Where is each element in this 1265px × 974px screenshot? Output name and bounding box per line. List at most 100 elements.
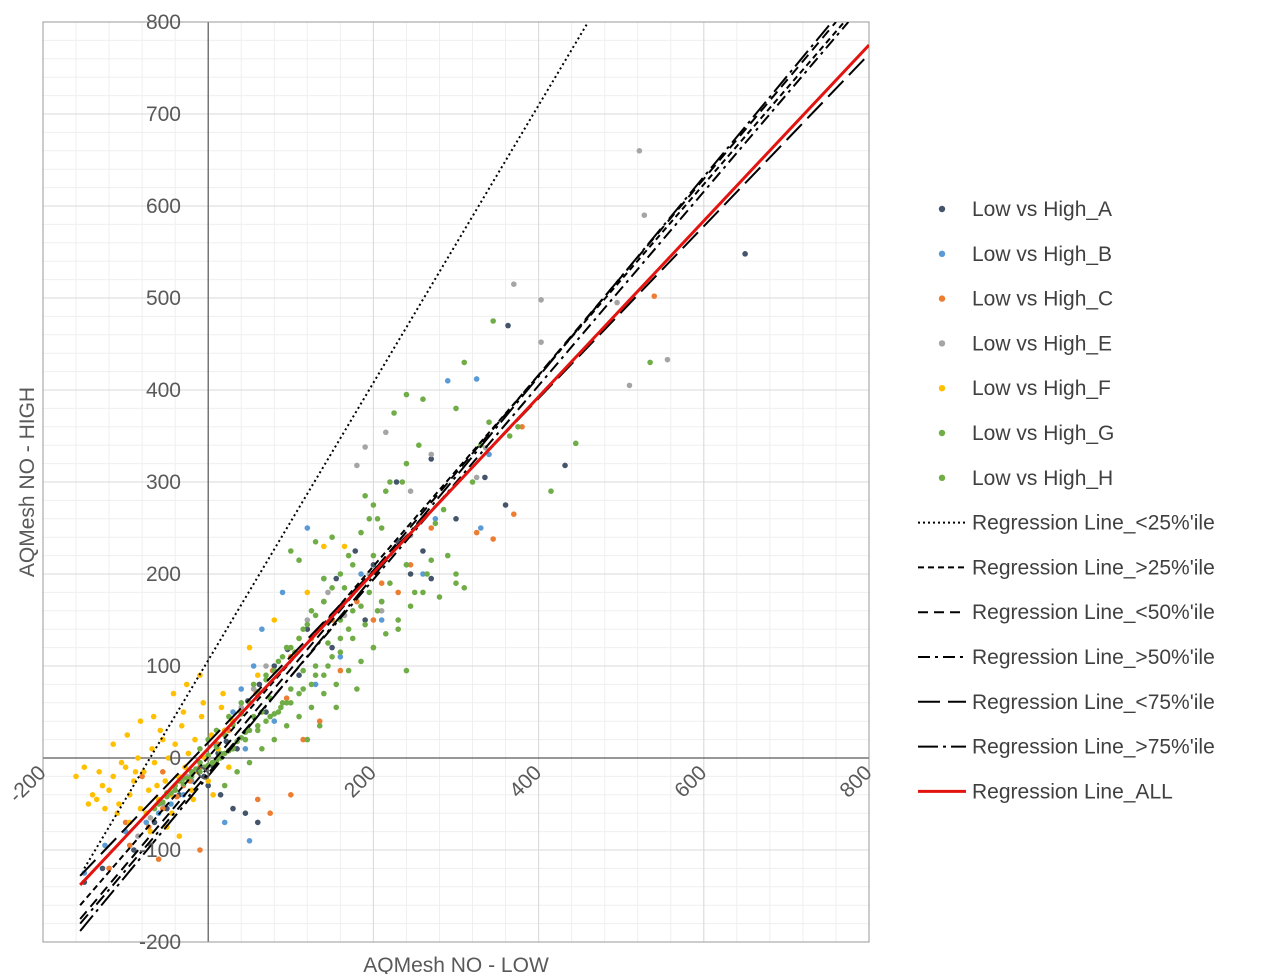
legend: Low vs High_A Low vs High_B Low vs High_C L… bbox=[918, 198, 1215, 803]
data-point bbox=[428, 451, 435, 458]
data-point bbox=[308, 681, 315, 688]
data-point bbox=[220, 690, 226, 697]
data-point bbox=[304, 617, 311, 623]
data-point bbox=[519, 424, 525, 430]
data-point bbox=[321, 598, 327, 605]
x-tick-label: 600 bbox=[670, 761, 711, 802]
data-point bbox=[337, 654, 344, 660]
data-point bbox=[329, 585, 335, 591]
legend-label: Regression Line_<25%'ile bbox=[972, 512, 1215, 535]
data-point bbox=[345, 626, 352, 632]
data-point bbox=[407, 603, 414, 609]
legend-item: Regression Line_<75%'ile bbox=[918, 691, 1215, 714]
data-point bbox=[271, 718, 278, 724]
data-point bbox=[122, 764, 129, 770]
plot-area-border bbox=[42, 21, 870, 943]
data-point bbox=[333, 575, 340, 582]
data-point bbox=[221, 819, 228, 826]
regression-line bbox=[83, 22, 590, 869]
regression-line bbox=[79, 22, 837, 920]
data-point bbox=[159, 736, 166, 743]
data-point bbox=[428, 456, 435, 462]
data-point bbox=[267, 713, 273, 720]
data-point bbox=[263, 709, 269, 715]
data-point bbox=[337, 571, 344, 577]
data-point bbox=[300, 626, 306, 632]
data-point bbox=[352, 548, 359, 554]
y-tick-label: 600 bbox=[146, 195, 181, 218]
data-point bbox=[193, 766, 199, 772]
data-point bbox=[572, 440, 579, 447]
data-point bbox=[416, 442, 422, 449]
data-point bbox=[205, 782, 211, 789]
data-point bbox=[312, 612, 319, 619]
data-point bbox=[428, 575, 435, 582]
data-point bbox=[337, 649, 344, 655]
data-point bbox=[131, 847, 137, 853]
data-point bbox=[370, 502, 377, 508]
data-point bbox=[254, 723, 261, 729]
data-point bbox=[444, 378, 451, 384]
data-point bbox=[116, 801, 122, 807]
data-point bbox=[263, 718, 269, 724]
data-point bbox=[407, 562, 414, 568]
data-point bbox=[135, 755, 141, 761]
data-point bbox=[304, 589, 311, 596]
data-point bbox=[165, 755, 172, 761]
data-point bbox=[378, 617, 385, 623]
data-point bbox=[242, 736, 249, 743]
data-point bbox=[337, 635, 344, 642]
data-point bbox=[250, 686, 257, 692]
data-point bbox=[395, 626, 401, 632]
data-point bbox=[230, 709, 236, 715]
data-point bbox=[506, 433, 513, 439]
data-point bbox=[538, 297, 544, 303]
data-point bbox=[403, 391, 410, 398]
data-point bbox=[636, 148, 643, 154]
data-point bbox=[197, 759, 203, 766]
data-point bbox=[461, 359, 468, 366]
legend-label: Regression Line_<75%'ile bbox=[972, 691, 1215, 714]
data-point bbox=[81, 764, 88, 770]
data-point bbox=[200, 700, 207, 706]
data-point bbox=[157, 727, 164, 734]
data-point bbox=[391, 410, 397, 416]
data-point bbox=[382, 429, 389, 436]
data-point bbox=[387, 479, 393, 485]
data-point bbox=[246, 838, 253, 844]
data-point bbox=[99, 782, 106, 789]
data-point bbox=[217, 792, 224, 798]
data-point bbox=[312, 681, 319, 688]
data-point bbox=[407, 488, 414, 495]
data-point bbox=[238, 686, 245, 692]
data-point bbox=[259, 746, 265, 752]
data-point bbox=[263, 663, 269, 669]
data-point bbox=[349, 562, 356, 568]
regression-lines bbox=[79, 22, 869, 932]
x-tick-label: 400 bbox=[505, 761, 546, 802]
data-point bbox=[296, 557, 302, 563]
data-point bbox=[140, 769, 147, 775]
zero-axes bbox=[43, 22, 869, 942]
legend-label: Low vs High_E bbox=[972, 332, 1112, 355]
data-point bbox=[420, 548, 426, 554]
data-point bbox=[288, 700, 294, 706]
data-point bbox=[159, 769, 166, 775]
data-point bbox=[436, 594, 443, 600]
data-point bbox=[209, 759, 216, 766]
data-point bbox=[304, 626, 311, 632]
data-point bbox=[259, 626, 265, 632]
data-point bbox=[370, 617, 377, 623]
legend-label: Low vs High_F bbox=[972, 377, 1111, 400]
data-point bbox=[288, 792, 294, 798]
data-point bbox=[110, 773, 117, 780]
data-point bbox=[477, 525, 484, 531]
data-point bbox=[664, 356, 671, 363]
data-point bbox=[279, 700, 286, 706]
legend-label: Low vs High_A bbox=[972, 198, 1112, 221]
data-point bbox=[197, 746, 203, 752]
data-point bbox=[102, 805, 108, 812]
data-point bbox=[234, 769, 240, 775]
legend-label: Low vs High_G bbox=[972, 422, 1114, 445]
